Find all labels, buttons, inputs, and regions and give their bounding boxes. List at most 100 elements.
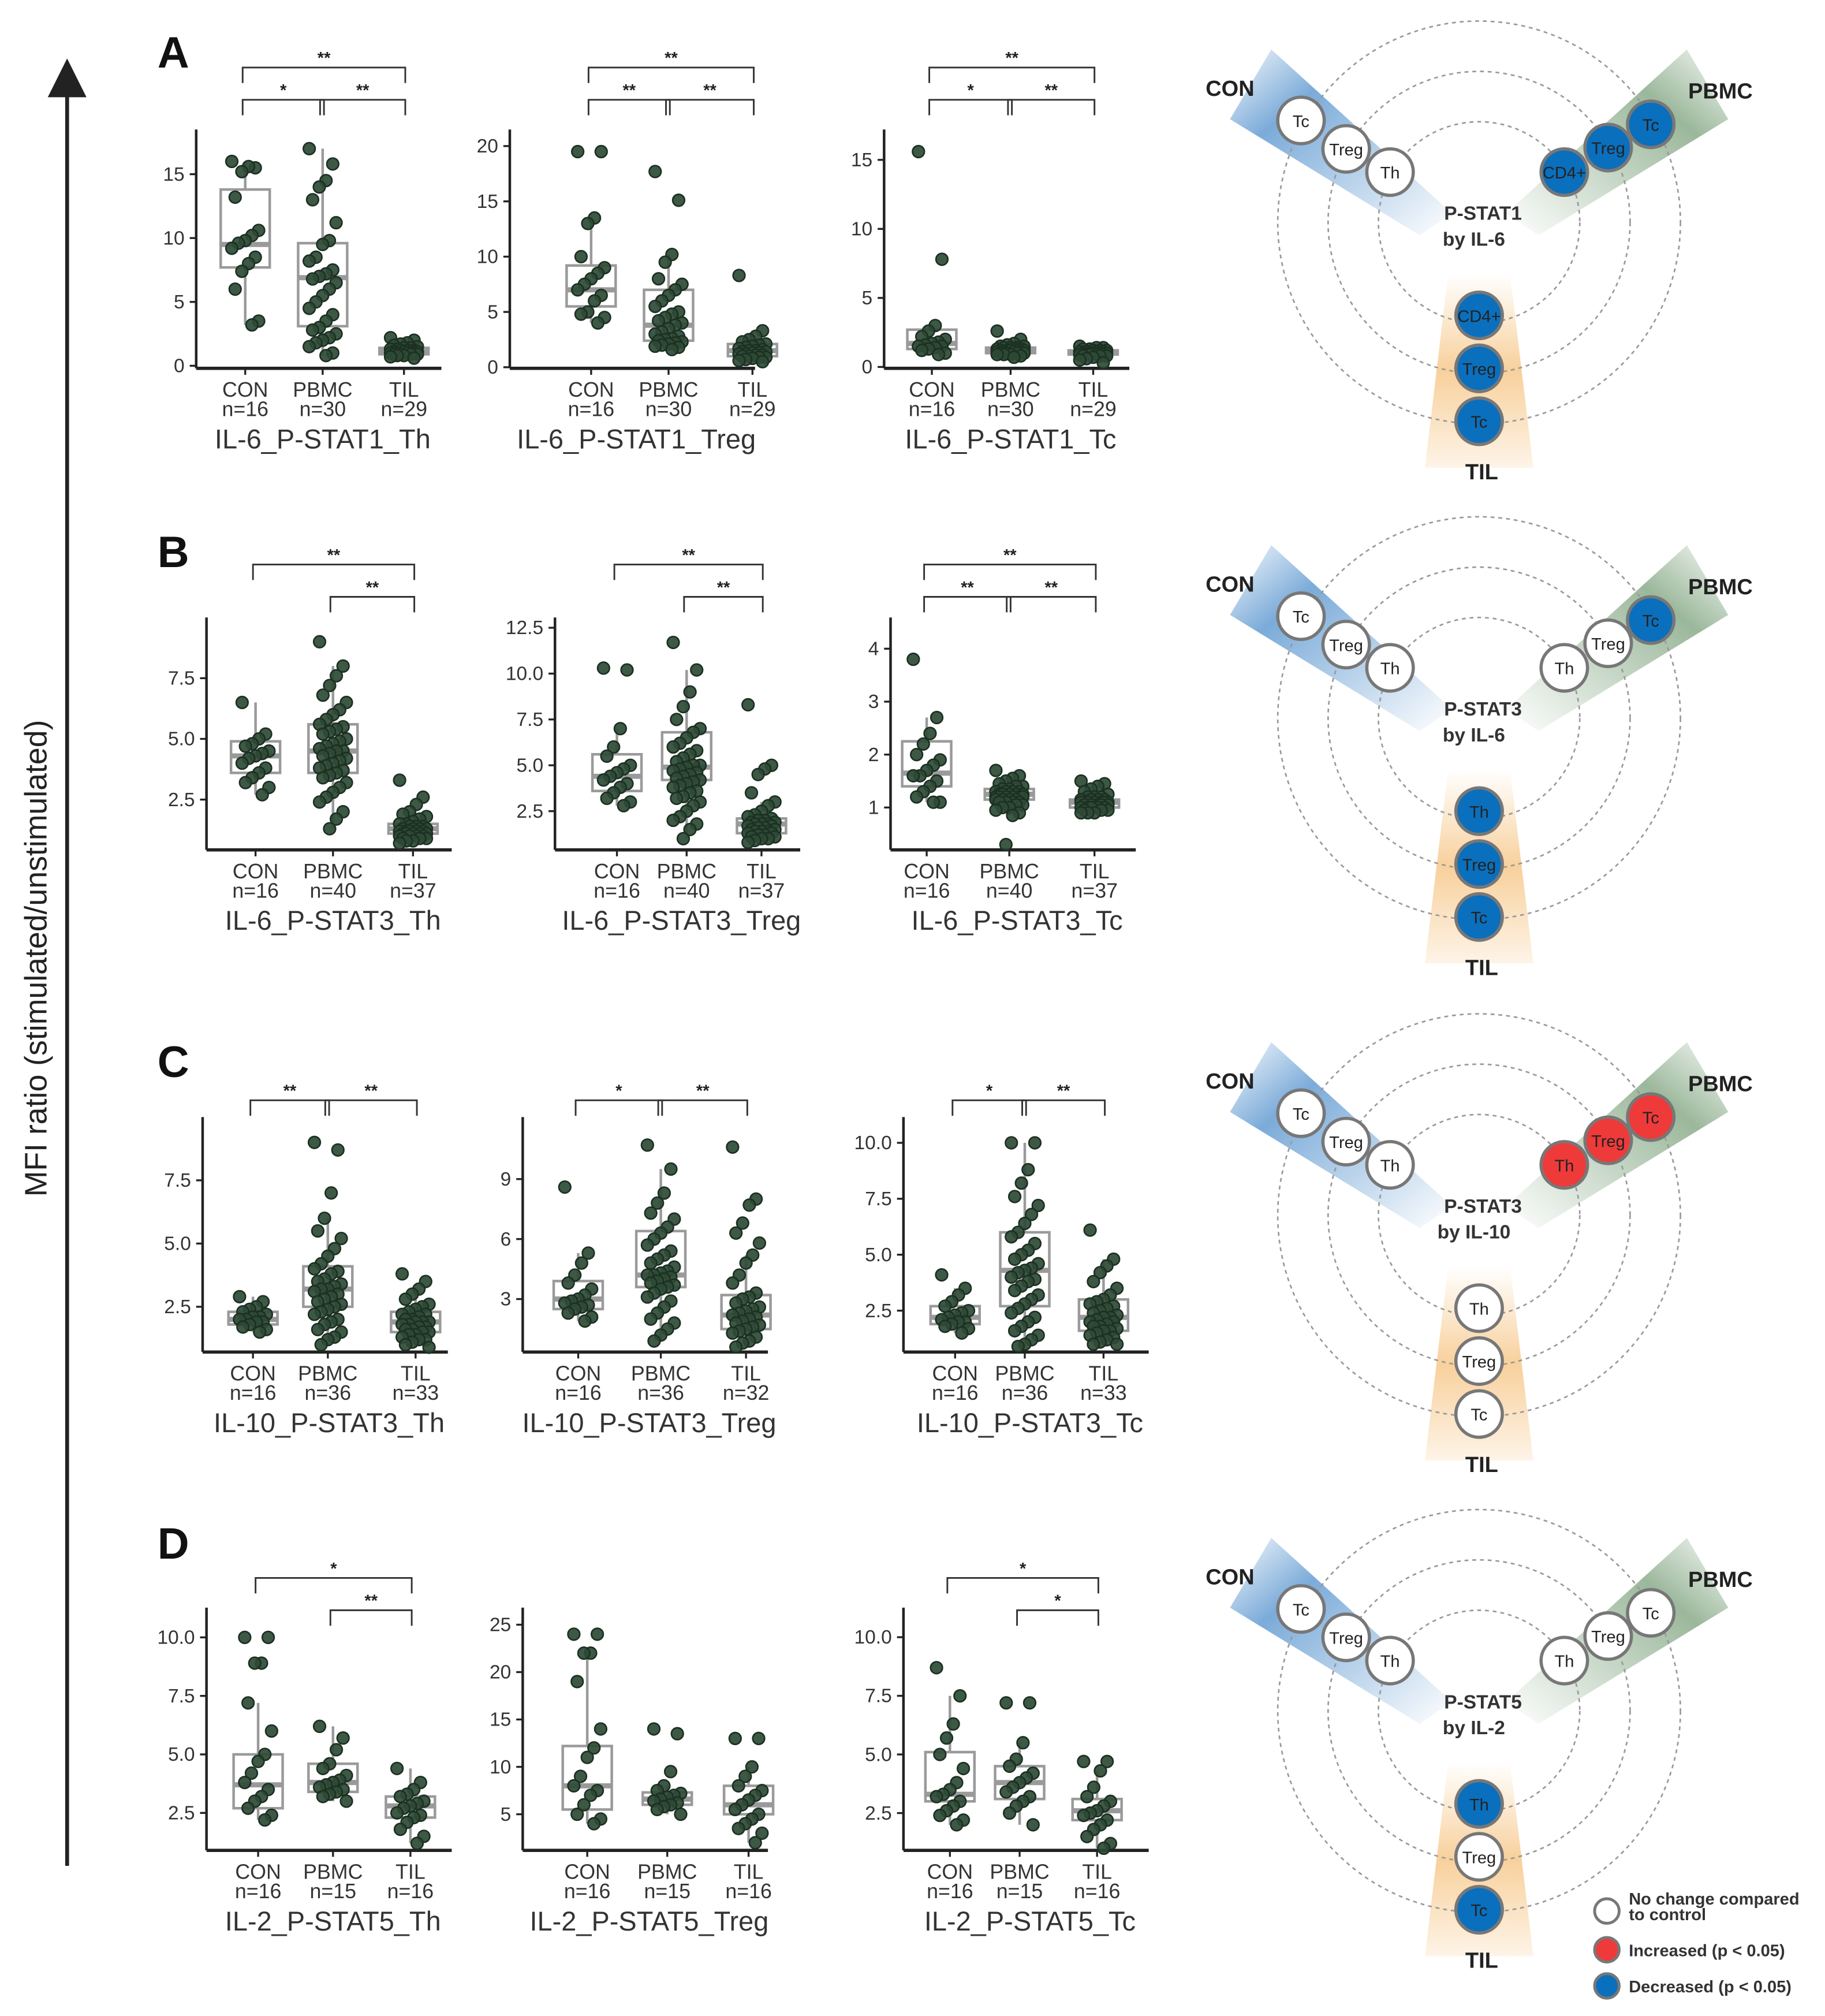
data-point xyxy=(600,749,614,763)
data-point xyxy=(648,339,662,353)
group-n-label: n=40 xyxy=(663,879,710,902)
data-point xyxy=(1031,1198,1045,1213)
significance-bracket xyxy=(255,1577,413,1594)
group-n-label: n=16 xyxy=(932,1381,979,1404)
data-point xyxy=(651,272,666,286)
data-point xyxy=(580,1750,594,1764)
data-point xyxy=(334,1231,348,1246)
y-tick-label: 20 xyxy=(477,136,498,157)
data-point xyxy=(311,1322,325,1336)
data-point xyxy=(741,698,755,712)
cell-node-pbmc: Treg xyxy=(1583,618,1633,669)
significance-label: ** xyxy=(364,1592,378,1611)
significance-bracket xyxy=(928,99,1013,115)
data-point xyxy=(663,1765,678,1779)
data-point xyxy=(422,1340,436,1354)
significance-bracket xyxy=(665,99,755,115)
data-point xyxy=(744,786,759,800)
dashed-ring xyxy=(1327,1559,1631,1863)
radial-diagram-c: Tc Treg Th Tc Treg Th Th Treg Tc CON PBMC TIL P-STAT… xyxy=(1206,1013,1753,1477)
y-tick-label: 10 xyxy=(851,219,872,240)
cell-node-con: Treg xyxy=(1321,1116,1371,1167)
data-point xyxy=(1028,1136,1042,1150)
data-point xyxy=(644,1256,658,1270)
legend-swatch-increased xyxy=(1593,1936,1621,1963)
data-point xyxy=(312,180,326,194)
significance-label: ** xyxy=(1005,49,1018,68)
chart-title: IL-6_P-STAT3_Th xyxy=(225,905,441,936)
data-point xyxy=(1087,1780,1100,1794)
data-point xyxy=(383,350,398,364)
data-point xyxy=(241,1801,255,1815)
cell-label: Th xyxy=(1380,164,1400,182)
group-n-label: n=36 xyxy=(305,1381,352,1404)
cell-circle-decreased xyxy=(1454,1779,1504,1829)
data-point xyxy=(395,1267,409,1281)
y-tick-label: 2.5 xyxy=(865,1300,892,1322)
y-tick-label: 7.5 xyxy=(517,709,544,731)
cell-node-con: Th xyxy=(1365,147,1415,197)
data-point xyxy=(311,1224,325,1238)
cell-label: Treg xyxy=(1462,1849,1496,1868)
data-point xyxy=(739,1256,753,1270)
data-point xyxy=(307,1262,322,1276)
cell-circle-none xyxy=(1454,1389,1504,1439)
data-point xyxy=(590,1627,604,1641)
chart-title: IL-6_P-STAT1_Th xyxy=(215,424,431,454)
y-tick-label: 2 xyxy=(868,744,879,766)
data-point xyxy=(303,301,316,315)
group-label: CON xyxy=(235,1860,281,1883)
data-point xyxy=(1024,1208,1039,1221)
y-tick-label: 10.0 xyxy=(854,1627,891,1648)
group-n-label: n=16 xyxy=(1074,1880,1121,1903)
group-label: TIL xyxy=(747,860,777,883)
cell-node-pbmc: Treg xyxy=(1583,1115,1633,1165)
group-n-label: n=16 xyxy=(555,1381,602,1404)
data-point xyxy=(303,141,316,156)
data-point xyxy=(640,1138,654,1152)
panel-label: A xyxy=(158,28,189,77)
group-n-label: n=16 xyxy=(568,398,615,421)
group-label: CON xyxy=(568,378,614,401)
data-point xyxy=(1007,1284,1022,1298)
group-label: TIL xyxy=(1089,1362,1119,1385)
cell-node-con: Th xyxy=(1365,1140,1415,1190)
data-point xyxy=(752,1236,766,1250)
y-tick-label: 5.0 xyxy=(517,755,544,776)
group-label: CON xyxy=(222,378,268,401)
data-point xyxy=(393,836,406,850)
y-tick-label: 15 xyxy=(851,150,872,171)
panel-label: B xyxy=(158,528,189,577)
data-point xyxy=(745,1760,759,1774)
data-point xyxy=(258,1813,272,1827)
cell-node-til: Th xyxy=(1454,1779,1504,1829)
data-point xyxy=(312,635,327,649)
center-subtitle: by IL-2 xyxy=(1443,1717,1505,1739)
center-title: P-STAT5 xyxy=(1444,1691,1522,1713)
con-label: CON xyxy=(1206,573,1254,597)
data-point xyxy=(999,837,1013,852)
data-point xyxy=(307,1307,322,1321)
group-n-label: n=16 xyxy=(232,879,279,902)
data-point xyxy=(336,659,350,673)
group-label: PBMC xyxy=(303,860,363,883)
cell-label: Treg xyxy=(1591,635,1625,654)
data-point xyxy=(935,252,949,266)
panel-label: D xyxy=(158,1519,189,1568)
data-point xyxy=(748,1836,762,1850)
data-point xyxy=(1026,1818,1040,1832)
data-point xyxy=(326,157,339,171)
legend-label: to control xyxy=(1629,1906,1706,1924)
data-point xyxy=(933,1809,947,1823)
cell-circle-decreased xyxy=(1454,892,1504,942)
data-point xyxy=(955,1326,969,1340)
data-point xyxy=(670,791,684,806)
group-n-label: n=29 xyxy=(729,398,776,421)
significance-label: ** xyxy=(1045,579,1058,597)
data-point xyxy=(1087,1275,1100,1288)
data-point xyxy=(567,1779,581,1793)
data-point xyxy=(1080,1829,1094,1843)
